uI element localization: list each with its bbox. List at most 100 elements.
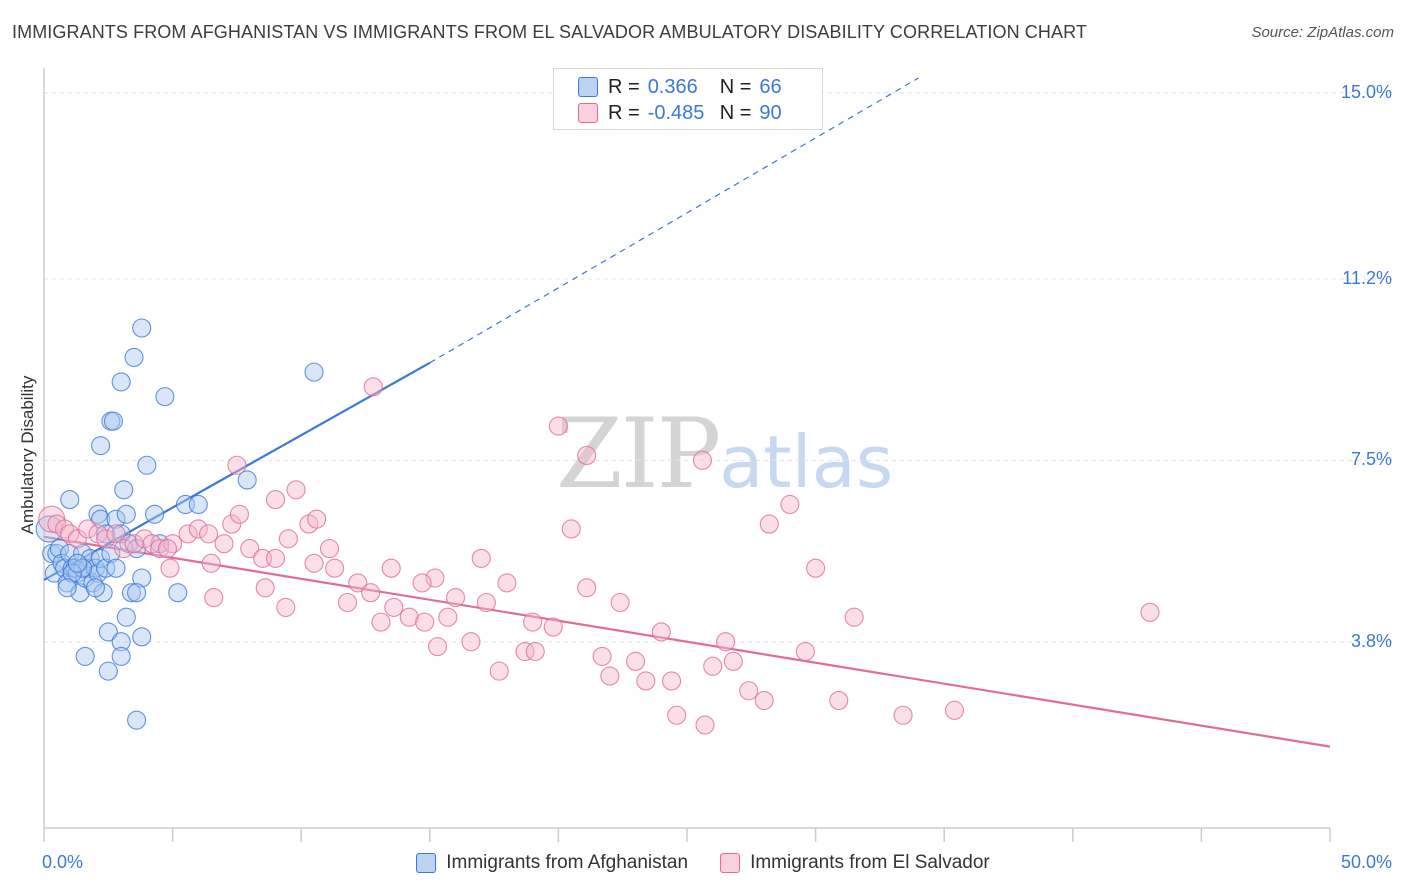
el-salvador-point (489, 661, 509, 681)
y-tick-label: 7.5% (1350, 449, 1392, 470)
el-salvador-point (795, 641, 815, 662)
legend-n-label: N = (719, 75, 752, 98)
el-salvador-point (497, 573, 517, 593)
afghanistan-point (57, 578, 77, 598)
el-salvador-point (337, 592, 358, 613)
el-salvador-point (214, 534, 234, 554)
afghanistan-point (88, 504, 108, 524)
el-salvador-point (695, 715, 715, 735)
afghanistan-trend-line (43, 361, 431, 581)
afghanistan-point (121, 583, 141, 603)
el-salvador-point (703, 656, 723, 676)
el-salvador-point (67, 529, 87, 549)
afghanistan-point (57, 573, 77, 593)
el-salvador-point (178, 524, 198, 544)
legend-row-el-salvador: R = -0.485 N = 90 (578, 101, 782, 125)
legend-swatch-blue (578, 77, 598, 97)
el-salvador-point (476, 592, 496, 613)
afghanistan-point (91, 509, 111, 529)
legend-item-afghanistan[interactable]: Immigrants from Afghanistan (416, 852, 688, 874)
legend-swatch-pink (578, 103, 598, 123)
afghanistan-point (101, 543, 121, 564)
el-salvador-point (754, 690, 774, 711)
afghanistan-point (52, 553, 72, 573)
el-salvador-point (692, 450, 712, 470)
el-salvador-point (716, 632, 736, 652)
legend-item-el-salvador[interactable]: Immigrants from El Salvador (720, 852, 990, 874)
el-salvador-point (844, 607, 864, 627)
watermark: ZIPatlas (556, 398, 893, 510)
el-salvador-point (114, 539, 134, 559)
el-salvador-point (265, 490, 286, 510)
source-credit: Source: ZipAtlas.com (1251, 24, 1394, 41)
afghanistan-point (132, 318, 152, 338)
el-salvador-point (577, 578, 597, 598)
el-salvador-point (371, 612, 391, 632)
y-tick-label: 15.0% (1340, 81, 1392, 102)
afghanistan-point (62, 563, 82, 583)
el-salvador-point (204, 588, 224, 608)
el-salvador-point (106, 524, 126, 544)
afghanistan-point (111, 646, 131, 666)
el-salvador-point (662, 671, 682, 691)
afghanistan-point (80, 548, 100, 568)
watermark-atlas: atlas (719, 420, 894, 504)
afghanistan-point (85, 578, 105, 598)
legend-r-label: R = (608, 101, 640, 124)
afghanistan-point (124, 347, 144, 367)
afghanistan-point (237, 470, 257, 490)
el-salvador-point (319, 539, 340, 559)
el-salvador-point (227, 455, 247, 475)
afghanistan-point (132, 627, 152, 647)
legend-n-value: 66 (759, 75, 782, 98)
el-salvador-trend-line (43, 535, 1331, 748)
afghanistan-point (145, 504, 165, 524)
y-axis-label: Ambulatory Disability (18, 375, 37, 535)
afghanistan-point (60, 490, 80, 510)
el-salvador-point (471, 548, 491, 568)
afghanistan-point (116, 607, 136, 627)
axes (43, 68, 1331, 842)
el-salvador-point (427, 637, 448, 657)
afghanistan-point (75, 646, 95, 666)
el-salvador-point (525, 641, 545, 662)
el-salvador-point (348, 573, 368, 593)
el-salvador-point (548, 416, 568, 436)
el-salvador-point (780, 494, 800, 515)
el-salvador-point (561, 519, 581, 539)
el-salvador-point (304, 553, 324, 573)
afghanistan-point (98, 661, 118, 681)
legend-swatch-blue (416, 853, 437, 873)
el-salvador-point (759, 514, 779, 534)
el-salvador-point (199, 524, 219, 544)
afghanistan-point (70, 583, 90, 603)
x-tick-label-min: 0.0% (42, 852, 84, 872)
el-salvador-point (286, 480, 306, 500)
el-salvador-point (636, 671, 656, 691)
el-salvador-point (160, 558, 180, 578)
el-salvador-point (201, 553, 221, 573)
legend-n-value: 90 (759, 101, 782, 124)
el-salvador-point (222, 514, 242, 534)
afghanistan-point (91, 436, 111, 456)
el-salvador-point (265, 548, 286, 568)
el-salvador-point (276, 597, 296, 617)
afghanistan-point (132, 568, 152, 588)
afghanistan-point (106, 558, 126, 578)
el-salvador-point (577, 445, 597, 466)
el-salvador-point (515, 641, 535, 662)
trend-lines (43, 77, 1331, 748)
el-salvador-point (723, 651, 743, 671)
afghanistan-point (83, 573, 103, 593)
el-salvador-point (78, 519, 98, 539)
el-salvador-point (96, 529, 116, 549)
el-salvador-point (1140, 602, 1160, 622)
afghanistan-point (137, 455, 157, 475)
el-salvador-point (255, 578, 275, 598)
chart-title: IMMIGRANTS FROM AFGHANISTAN VS IMMIGRANT… (12, 22, 1087, 42)
el-salvador-point (893, 705, 913, 725)
el-salvador-point (543, 617, 563, 637)
legend-swatch-pink (720, 853, 741, 873)
afghanistan-point (106, 509, 126, 529)
